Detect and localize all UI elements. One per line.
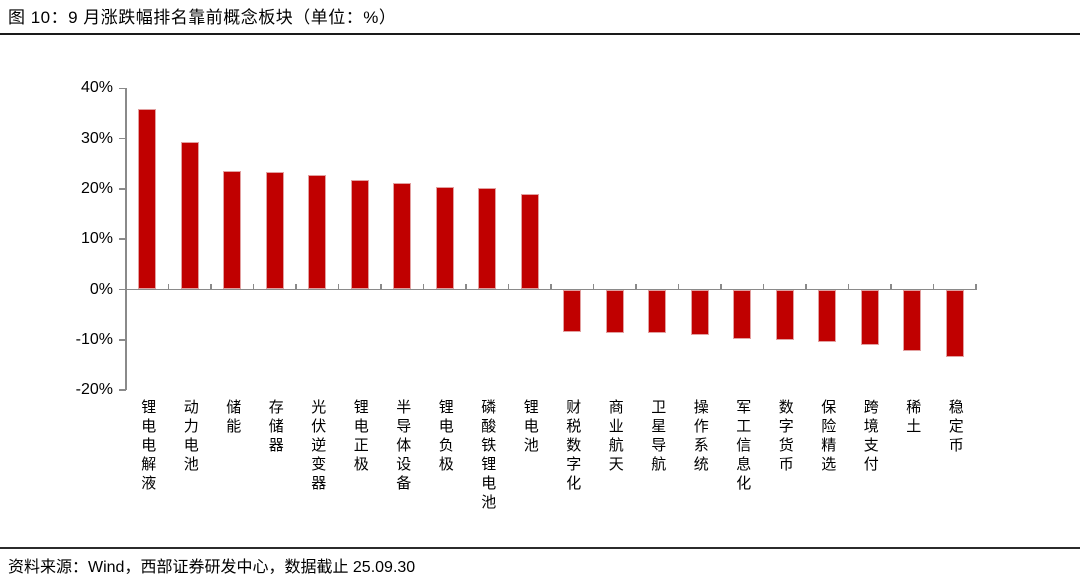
x-tick (592, 283, 595, 290)
y-axis-label: 20% (80, 179, 113, 197)
x-axis-label: 锂电负极 (436, 399, 454, 475)
x-axis-label: 动力电池 (181, 399, 199, 475)
bar-锂电电解液 (138, 109, 157, 290)
bar-磷酸铁锂电池 (478, 187, 497, 290)
x-axis-label: 商业航天 (606, 399, 624, 475)
bar-数字货币 (775, 289, 794, 340)
figure-title: 图 10：9 月涨跌幅排名靠前概念板块（单位：%） (8, 8, 397, 27)
x-tick (337, 283, 340, 290)
x-tick (507, 283, 510, 290)
x-axis-label: 磷酸铁锂电池 (479, 399, 497, 513)
x-tick (422, 283, 425, 290)
x-tick (890, 283, 892, 290)
x-axis-label: 稳定币 (946, 399, 964, 456)
x-axis-label: 跨境支付 (861, 399, 879, 475)
x-axis-label: 锂电池 (521, 399, 539, 456)
x-tick (975, 283, 977, 290)
x-axis-line (125, 288, 976, 291)
x-tick (720, 283, 722, 290)
bar-操作系统 (690, 289, 709, 335)
x-axis-label: 保险精选 (819, 399, 837, 475)
x-tick (380, 283, 382, 290)
x-axis-label: 光伏逆变器 (309, 399, 327, 494)
bar-稳定币 (945, 289, 964, 357)
x-tick (635, 283, 637, 290)
y-tick (119, 137, 126, 140)
bar-半导体设备 (393, 182, 412, 290)
bar-储能 (223, 170, 242, 290)
source-note: 资料来源：Wind，西部证券研发中心，数据截止 25.09.30 (8, 559, 416, 576)
y-tick (119, 188, 126, 190)
bar-商业航天 (605, 289, 624, 334)
bar-锂电池 (520, 193, 539, 290)
x-axis-label: 锂电正极 (351, 399, 369, 475)
bar-光伏逆变器 (308, 174, 327, 290)
x-axis-label: 财税数字化 (564, 399, 582, 494)
bar-存储器 (265, 172, 284, 290)
y-axis-label: 10% (80, 230, 113, 248)
bar-动力电池 (180, 141, 199, 290)
bar-跨境支付 (860, 289, 879, 345)
x-tick (805, 283, 807, 290)
bar-稀土 (903, 289, 922, 351)
y-axis-label: -20% (75, 381, 113, 399)
y-tick (119, 288, 126, 291)
bar-军工信息化 (733, 289, 752, 340)
x-axis-label: 半导体设备 (394, 399, 412, 494)
y-tick (119, 339, 126, 341)
bar-卫星导航 (648, 289, 667, 334)
x-tick (167, 283, 170, 290)
bar-锂电正极 (350, 179, 369, 290)
bar-保险精选 (818, 289, 837, 343)
x-axis-label: 卫星导航 (649, 399, 667, 475)
x-tick (762, 283, 765, 290)
footer-divider (0, 547, 1080, 549)
y-tick (119, 389, 126, 391)
x-axis-label: 存储器 (266, 399, 284, 456)
x-tick (125, 283, 127, 290)
x-tick (210, 283, 212, 290)
y-axis-label: -10% (75, 330, 113, 348)
bar-锂电负极 (435, 186, 454, 290)
x-tick (932, 283, 935, 290)
title-divider (0, 33, 1080, 35)
y-tick (119, 87, 126, 90)
x-axis-label: 数字货币 (776, 399, 794, 475)
y-axis-label: 30% (80, 129, 113, 147)
x-tick (847, 283, 850, 290)
x-axis-label: 锂电电解液 (139, 399, 157, 494)
y-tick (119, 238, 126, 240)
x-tick (677, 283, 680, 290)
x-axis-label: 稀土 (904, 399, 922, 437)
x-tick (550, 283, 552, 290)
bar-财税数字化 (563, 289, 582, 333)
x-axis-label: 军工信息化 (734, 399, 752, 494)
y-axis-label: 40% (80, 79, 113, 97)
x-tick (295, 283, 297, 290)
y-axis-label: 0% (89, 280, 113, 298)
x-axis-label: 储能 (224, 399, 242, 437)
x-axis-label: 操作系统 (691, 399, 709, 475)
x-tick (465, 283, 467, 290)
x-tick (252, 283, 255, 290)
